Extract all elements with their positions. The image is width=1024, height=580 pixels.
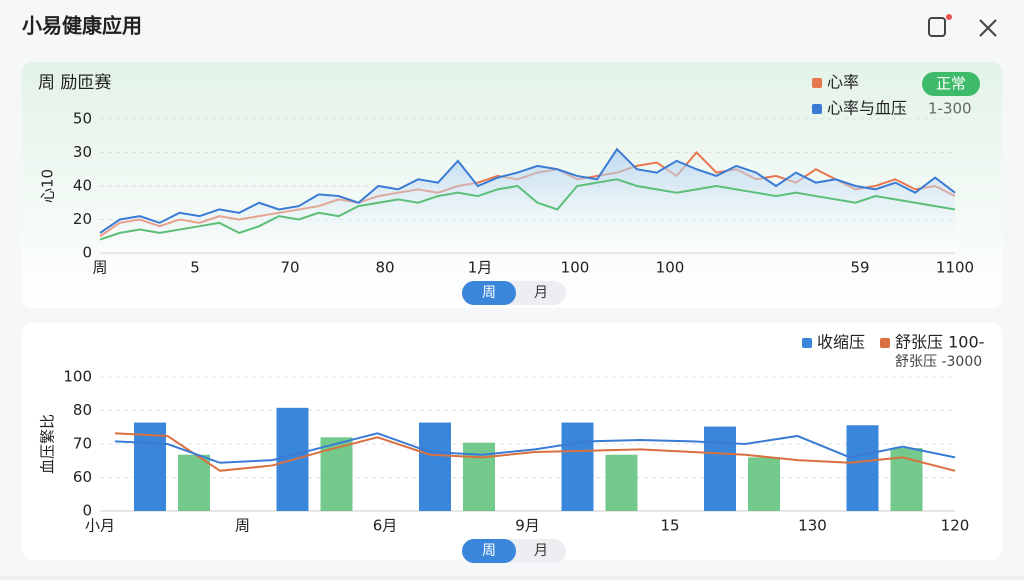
x-tick-label: 9月 — [515, 517, 540, 535]
legend-label: 心率 — [827, 73, 859, 92]
x-tick-label: 周 — [235, 517, 250, 535]
bar — [463, 442, 495, 511]
y-tick-label: 40 — [73, 177, 92, 195]
bar — [178, 454, 210, 511]
notification-icon[interactable] — [928, 17, 946, 37]
series-line — [99, 178, 956, 241]
y-tick-label: 50 — [73, 110, 92, 128]
x-tick-label: 15 — [660, 517, 679, 535]
y-tick-label: 100 — [63, 368, 92, 386]
x-tick-label: 小月 — [85, 517, 115, 535]
y-axis-label: 血压繁比 — [39, 414, 57, 474]
bar — [561, 422, 594, 511]
x-tick-label: 5 — [190, 259, 200, 277]
x-tick-label: 100 — [561, 259, 590, 277]
y-tick-label: 20 — [73, 210, 92, 228]
x-tick-label: 6月 — [373, 517, 398, 535]
series-line — [114, 432, 956, 472]
x-tick-label: 1100 — [936, 259, 974, 277]
bar — [846, 425, 879, 511]
y-tick-label: 0 — [82, 502, 92, 520]
bar — [419, 422, 451, 511]
bar — [134, 422, 166, 511]
y-tick-label: 60 — [73, 468, 92, 486]
status-badge — [922, 72, 980, 96]
series-line — [114, 432, 956, 464]
y-tick-label: 30 — [73, 143, 92, 161]
y-axis-label: 心10 — [39, 169, 57, 203]
bar — [605, 454, 638, 511]
bar — [704, 426, 736, 511]
x-tick-label: 120 — [941, 517, 970, 535]
legend-swatch — [802, 338, 812, 348]
legend-label: 心率与血压 — [827, 99, 907, 118]
annotation: 1-300 — [928, 100, 972, 118]
toggle-option[interactable]: 月 — [534, 285, 548, 301]
x-tick-label: 130 — [798, 517, 827, 535]
x-tick-label: 100 — [656, 259, 685, 277]
toggle-active[interactable] — [462, 539, 516, 563]
series-line — [99, 147, 956, 234]
annotation: 舒张压 -3000 — [895, 354, 982, 370]
toggle-option[interactable]: 周 — [482, 285, 496, 301]
y-tick-label: 0 — [82, 244, 92, 262]
close-button[interactable] — [979, 19, 997, 37]
app-title: 小易健康应用 — [22, 14, 142, 38]
x-tick-label: 59 — [850, 259, 869, 277]
y-tick-label: 70 — [73, 435, 92, 453]
legend-label: 舒张压 100- — [895, 333, 984, 352]
x-tick-label: 周 — [92, 259, 107, 277]
x-tick-label: 1月 — [468, 259, 493, 277]
toggle-active[interactable] — [462, 281, 516, 305]
chart-title: 周 励匝赛 — [38, 72, 111, 93]
bar — [748, 457, 780, 511]
legend-swatch — [880, 338, 890, 348]
toggle-option[interactable]: 周 — [482, 543, 496, 559]
legend-swatch — [812, 78, 822, 88]
notification-dot — [946, 14, 952, 20]
x-tick-label: 80 — [375, 259, 394, 277]
legend-swatch — [812, 104, 822, 114]
toggle-option[interactable]: 月 — [534, 543, 548, 559]
x-tick-label: 70 — [280, 259, 299, 277]
status-badge-text: 正常 — [936, 75, 966, 93]
y-tick-label: 80 — [73, 401, 92, 419]
series-area — [100, 149, 955, 253]
legend-label: 收缩压 — [817, 333, 865, 352]
